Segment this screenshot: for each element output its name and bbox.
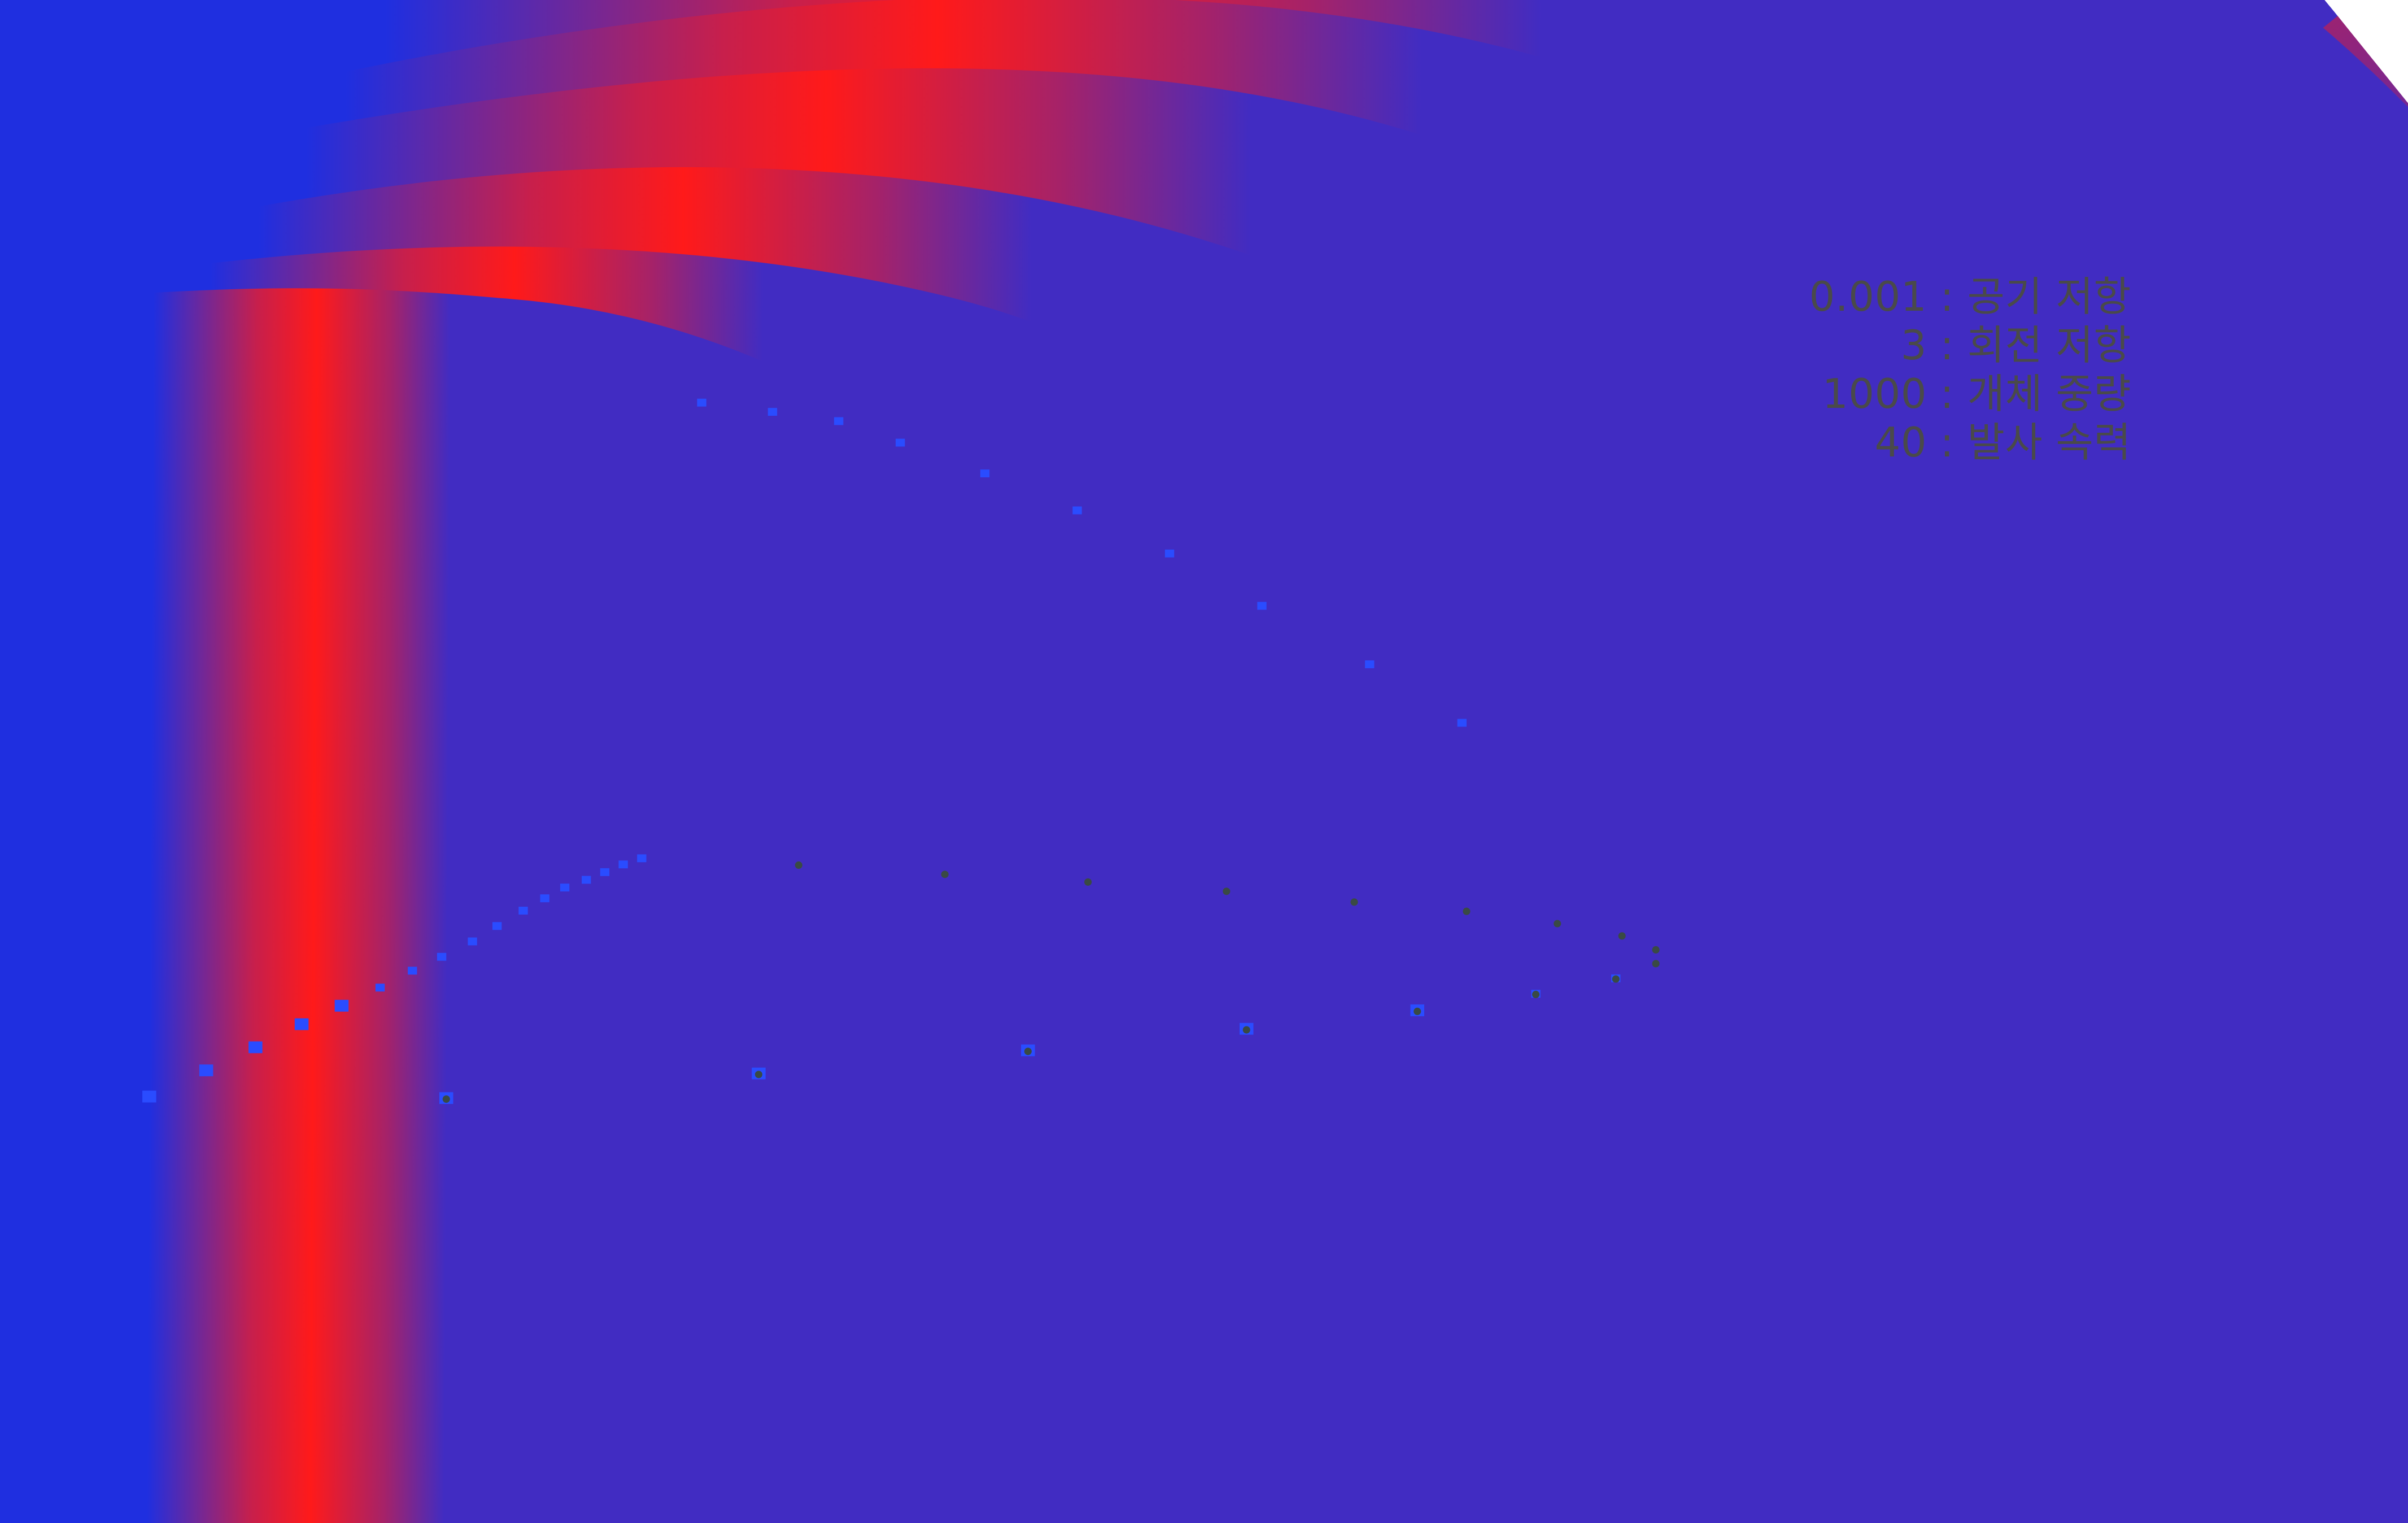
end-ball-icon: [442, 1095, 450, 1103]
end-ball-icon: [754, 1071, 762, 1078]
end-ball-icon: [1024, 1047, 1032, 1055]
impact-marker-icon: [1457, 719, 1467, 727]
end-ball-icon: [1532, 990, 1540, 998]
impact-marker-icon: [1365, 660, 1375, 668]
launch-marker-icon: [540, 894, 549, 903]
end-ball-icon: [1084, 878, 1092, 886]
param-value: 40: [1874, 419, 1927, 466]
end-ball-icon: [1414, 1007, 1421, 1015]
param-value: 0.001: [1809, 273, 1927, 320]
impact-marker-icon: [1257, 602, 1267, 610]
trajectory-markers: [142, 398, 1660, 1104]
impact-marker-icon: [980, 469, 990, 478]
launch-marker-icon: [294, 1018, 309, 1030]
launch-marker-icon: [375, 984, 385, 992]
end-ball-icon: [1612, 975, 1620, 983]
param-separator: :: [1940, 370, 1955, 417]
end-ball-icon: [1223, 887, 1231, 895]
param-separator: :: [1940, 273, 1955, 320]
trajectory-arc: [0, 288, 1249, 1523]
launch-marker-icon: [334, 999, 349, 1012]
end-ball-icon: [1554, 920, 1561, 928]
launch-marker-icon: [637, 854, 647, 863]
launch-marker-icon: [142, 1090, 156, 1103]
launch-marker-icon: [408, 967, 417, 975]
param-object-mass: 1000 : 개체 중량: [1809, 369, 2131, 418]
launch-marker-icon: [468, 937, 477, 946]
end-ball-icon: [1242, 1026, 1250, 1034]
launch-marker-icon: [248, 1041, 263, 1054]
end-ball-icon: [941, 871, 949, 878]
launch-marker-icon: [618, 860, 628, 869]
launch-marker-icon: [600, 868, 610, 876]
param-label: 개체 중량: [1967, 370, 2131, 417]
launch-marker-icon: [492, 922, 502, 930]
impact-marker-icon: [1164, 549, 1175, 558]
launch-marker-icon: [437, 952, 447, 961]
end-ball-icon: [795, 861, 802, 869]
param-spin-resistance: 3 : 회전 저항: [1809, 321, 2131, 369]
parameter-panel: 0.001 : 공기 저항 3 : 회전 저항 1000 : 개체 중량 40 …: [1809, 272, 2131, 467]
param-value: 3: [1900, 321, 1927, 369]
launch-marker-icon: [199, 1064, 213, 1077]
end-ball-icon: [1652, 946, 1660, 954]
param-label: 발사 속력: [1967, 419, 2131, 466]
impact-marker-icon: [834, 417, 844, 425]
launch-marker-icon: [560, 884, 570, 892]
impact-marker-icon: [1072, 506, 1082, 515]
param-separator: :: [1940, 419, 1955, 466]
param-launch-speed: 40 : 발사 속력: [1809, 418, 2131, 467]
impact-marker-icon: [895, 438, 905, 447]
param-label: 공기 저항: [1967, 273, 2131, 320]
impact-marker-icon: [767, 408, 778, 416]
param-value: 1000: [1822, 370, 1927, 417]
end-ball-icon: [1463, 907, 1471, 915]
end-ball-icon: [1652, 960, 1660, 968]
launch-marker-icon: [582, 876, 591, 884]
launch-marker-icon: [518, 907, 528, 915]
param-air-resistance: 0.001 : 공기 저항: [1809, 272, 2131, 321]
impact-marker-icon: [697, 398, 706, 407]
end-ball-icon: [1350, 898, 1358, 906]
param-separator: :: [1940, 321, 1955, 369]
param-label: 회전 저항: [1967, 321, 2131, 369]
end-ball-icon: [1618, 932, 1626, 940]
